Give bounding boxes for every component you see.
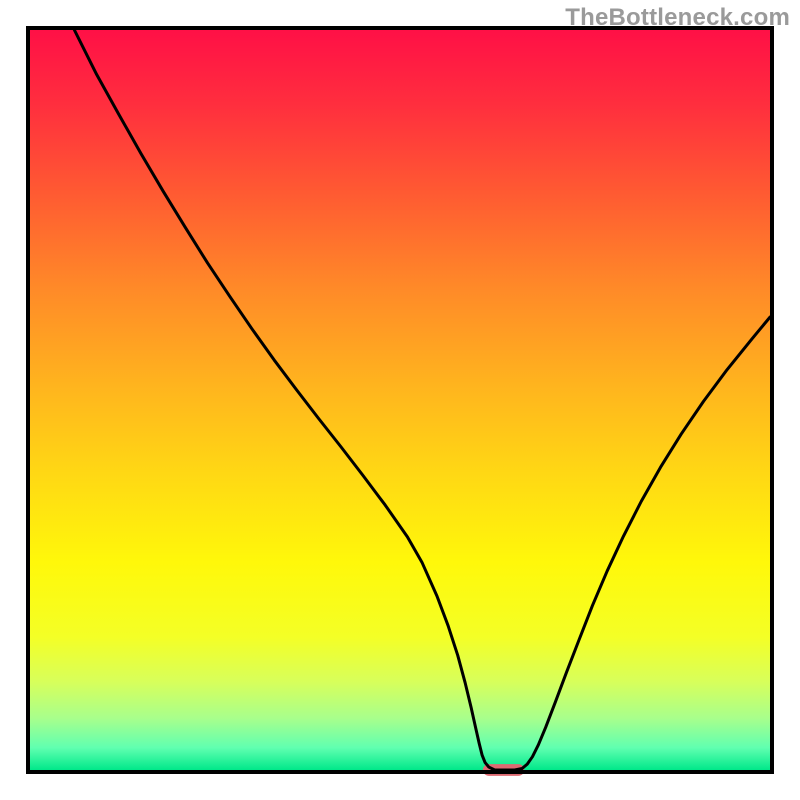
- right-axis-line: [770, 26, 774, 774]
- plot-background: [30, 30, 770, 770]
- x-axis-line: [26, 770, 774, 774]
- chart-svg: [0, 0, 800, 800]
- chart-container: TheBottleneck.com: [0, 0, 800, 800]
- watermark-label: TheBottleneck.com: [565, 4, 790, 32]
- y-axis-line: [26, 26, 30, 774]
